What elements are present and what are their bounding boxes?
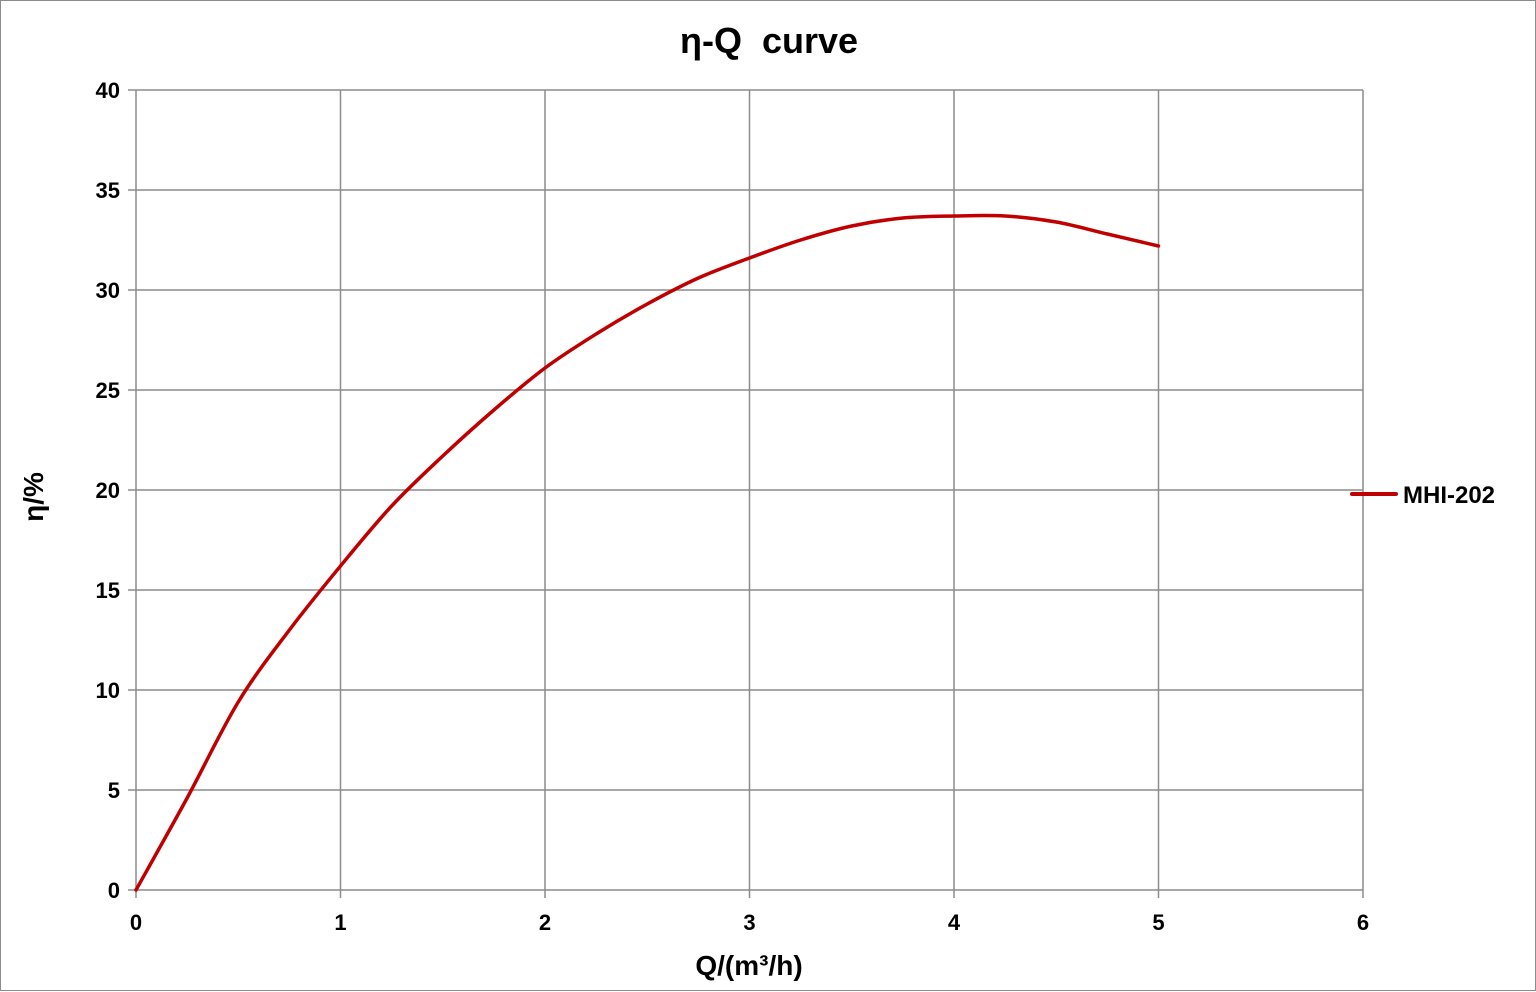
x-tick-label: 4	[948, 910, 961, 935]
y-tick-label: 20	[96, 478, 120, 503]
x-tick-label: 5	[1152, 910, 1164, 935]
legend-label-mhi-202: MHI-202	[1403, 482, 1495, 509]
x-tick-label: 0	[130, 910, 142, 935]
y-tick-label: 35	[96, 178, 120, 203]
y-tick-label: 0	[108, 878, 120, 903]
x-axis-title: Q/(m³/h)	[695, 950, 802, 981]
x-tick-label: 1	[334, 910, 346, 935]
chart-title: η-Q curve	[680, 20, 858, 61]
legend: MHI-202	[1350, 482, 1495, 509]
label-layer: 0 5 10 15 20 25 30 35 40 0 1 2 3 4 5 6	[96, 78, 1370, 935]
y-tick-label: 40	[96, 78, 120, 103]
x-tick-label: 2	[539, 910, 551, 935]
series-line-mhi-202	[134, 213, 1161, 892]
y-tick-label: 30	[96, 278, 120, 303]
y-tick-label: 25	[96, 378, 120, 403]
y-tick-label: 15	[96, 578, 120, 603]
y-tick-label: 10	[96, 678, 120, 703]
x-tick-label: 6	[1357, 910, 1369, 935]
y-tick-label: 5	[108, 778, 120, 803]
axis-layer	[128, 89, 1364, 898]
grid-layer	[136, 89, 1364, 890]
y-axis-title: η/%	[18, 472, 49, 522]
series-layer	[134, 213, 1161, 892]
x-tick-label: 3	[743, 910, 755, 935]
